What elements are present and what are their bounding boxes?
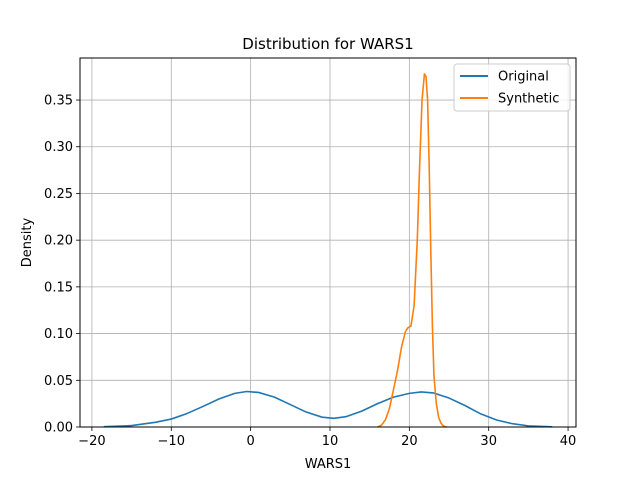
y-tick-label: 0.00 — [44, 421, 73, 436]
x-tick-label: 30 — [480, 434, 497, 449]
y-tick-label: 0.15 — [44, 280, 73, 295]
x-tick-label: −10 — [158, 434, 185, 449]
x-tick-label: 10 — [322, 434, 339, 449]
x-tick-label: −20 — [78, 434, 105, 449]
plot-frame — [79, 57, 577, 428]
x-tick-label: 20 — [401, 434, 418, 449]
y-tick-label: 0.25 — [44, 187, 73, 202]
series-line-original — [103, 390, 553, 428]
x-axis-title: WARS1 — [305, 457, 352, 472]
y-tick-label: 0.35 — [44, 94, 73, 109]
y-tick-label: 0.05 — [44, 374, 73, 389]
x-tick-label: 40 — [560, 434, 577, 449]
legend-label-synthetic: Synthetic — [498, 92, 559, 107]
y-axis-title: Density — [20, 217, 35, 267]
x-tick-label: 0 — [246, 434, 254, 449]
axis-ticks: −20 −10 0 10 20 30 40 0.00 0.05 0.10 0.15 0.20 0.25 0… — [44, 94, 576, 449]
chart-title: Distribution for WARS1 — [242, 35, 413, 53]
y-tick-label: 0.10 — [44, 327, 73, 342]
legend-label-original: Original — [498, 70, 549, 85]
series-line-synthetic — [377, 73, 447, 428]
legend: Original Synthetic — [453, 63, 571, 112]
y-tick-label: 0.30 — [44, 140, 73, 155]
y-tick-label: 0.20 — [44, 234, 73, 249]
series-lines — [103, 73, 553, 428]
